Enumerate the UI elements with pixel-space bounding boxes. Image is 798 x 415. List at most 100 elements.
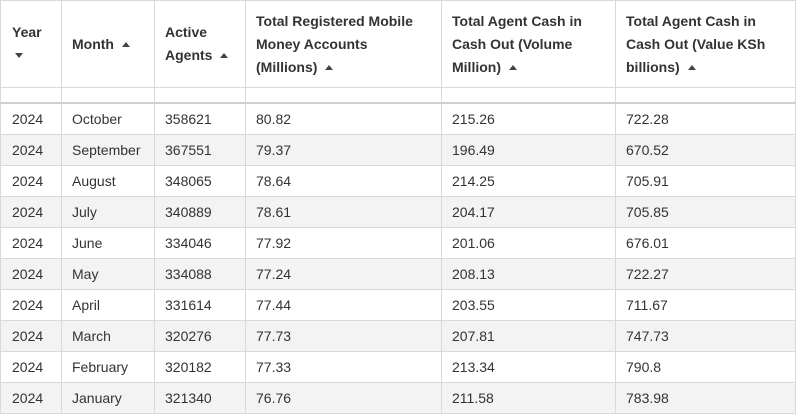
cell-registered-accounts: 77.44 bbox=[245, 289, 442, 321]
cell-cash-value: 670.52 bbox=[615, 134, 796, 166]
table-row: 2024 March 320276 77.73 207.81 747.73 bbox=[0, 320, 796, 352]
cell-year: 2024 bbox=[0, 227, 62, 259]
column-header-label: Total Agent Cash in bbox=[626, 12, 756, 29]
table-row: 2024 October 358621 80.82 215.26 722.28 bbox=[0, 102, 796, 135]
cell-cash-volume: 204.17 bbox=[441, 196, 616, 228]
cell-month: October bbox=[61, 102, 155, 135]
table-row: 2024 July 340889 78.61 204.17 705.85 bbox=[0, 196, 796, 228]
cell-registered-accounts: 77.73 bbox=[245, 320, 442, 352]
cell-month: February bbox=[61, 351, 155, 383]
filter-cell[interactable] bbox=[615, 87, 796, 104]
cell-year: 2024 bbox=[0, 165, 62, 197]
column-header-cash-volume[interactable]: Total Agent Cash in Cash Out (Volume Mil… bbox=[441, 0, 616, 88]
filter-cell[interactable] bbox=[441, 87, 616, 104]
cell-cash-value: 783.98 bbox=[615, 382, 796, 414]
cell-year: 2024 bbox=[0, 289, 62, 321]
filter-cell[interactable] bbox=[245, 87, 442, 104]
cell-month: May bbox=[61, 258, 155, 290]
cell-active-agents: 348065 bbox=[154, 165, 246, 197]
column-header-label: Million) bbox=[452, 58, 501, 75]
table-row: 2024 June 334046 77.92 201.06 676.01 bbox=[0, 227, 796, 259]
table-row: 2024 February 320182 77.33 213.34 790.8 bbox=[0, 351, 796, 383]
sort-ascending-icon bbox=[121, 41, 130, 47]
cell-cash-volume: 213.34 bbox=[441, 351, 616, 383]
cell-cash-value: 705.91 bbox=[615, 165, 796, 197]
cell-month: January bbox=[61, 382, 155, 414]
cell-active-agents: 358621 bbox=[154, 102, 246, 135]
cell-cash-volume: 215.26 bbox=[441, 102, 616, 135]
column-header-year[interactable]: Year bbox=[0, 0, 62, 88]
column-header-active-agents[interactable]: Active Agents bbox=[154, 0, 246, 88]
cell-year: 2024 bbox=[0, 102, 62, 135]
cell-registered-accounts: 77.92 bbox=[245, 227, 442, 259]
cell-cash-value: 747.73 bbox=[615, 320, 796, 352]
cell-registered-accounts: 79.37 bbox=[245, 134, 442, 166]
cell-cash-volume: 201.06 bbox=[441, 227, 616, 259]
column-header-label: (Millions) bbox=[256, 58, 318, 75]
cell-month: April bbox=[61, 289, 155, 321]
cell-cash-value: 705.85 bbox=[615, 196, 796, 228]
cell-year: 2024 bbox=[0, 351, 62, 383]
sort-ascending-icon bbox=[687, 64, 696, 70]
column-header-label: Total Agent Cash in bbox=[452, 12, 582, 29]
cell-cash-volume: 214.25 bbox=[441, 165, 616, 197]
sort-ascending-icon bbox=[220, 53, 229, 58]
table-row: 2024 September 367551 79.37 196.49 670.5… bbox=[0, 134, 796, 166]
cell-cash-volume: 196.49 bbox=[441, 134, 616, 166]
filter-cell[interactable] bbox=[61, 87, 155, 104]
column-header-label: Month bbox=[72, 35, 114, 52]
column-header-label: Cash Out (Value KSh bbox=[626, 35, 766, 52]
cell-cash-volume: 207.81 bbox=[441, 320, 616, 352]
sort-ascending-icon bbox=[325, 64, 334, 70]
cell-active-agents: 320276 bbox=[154, 320, 246, 352]
column-header-label: billions) bbox=[626, 58, 680, 75]
table-row: 2024 August 348065 78.64 214.25 705.91 bbox=[0, 165, 796, 197]
filter-row bbox=[0, 87, 796, 104]
filter-cell[interactable] bbox=[154, 87, 246, 104]
cell-cash-volume: 208.13 bbox=[441, 258, 616, 290]
cell-cash-value: 676.01 bbox=[615, 227, 796, 259]
cell-cash-volume: 203.55 bbox=[441, 289, 616, 321]
cell-month: July bbox=[61, 196, 155, 228]
sort-descending-icon bbox=[15, 53, 23, 58]
cell-active-agents: 334046 bbox=[154, 227, 246, 259]
cell-year: 2024 bbox=[0, 382, 62, 414]
cell-year: 2024 bbox=[0, 320, 62, 352]
cell-year: 2024 bbox=[0, 258, 62, 290]
header-row: Year Month Active Agents Total Registere… bbox=[0, 0, 796, 88]
table-row: 2024 May 334088 77.24 208.13 722.27 bbox=[0, 258, 796, 290]
column-header-registered-accounts[interactable]: Total Registered Mobile Money Accounts (… bbox=[245, 0, 442, 88]
column-header-label: Cash Out (Volume bbox=[452, 35, 573, 52]
column-header-cash-value[interactable]: Total Agent Cash in Cash Out (Value KSh … bbox=[615, 0, 796, 88]
cell-active-agents: 320182 bbox=[154, 351, 246, 383]
cell-active-agents: 340889 bbox=[154, 196, 246, 228]
cell-year: 2024 bbox=[0, 196, 62, 228]
table-row: 2024 January 321340 76.76 211.58 783.98 bbox=[0, 382, 796, 414]
column-header-label: Year bbox=[12, 24, 42, 40]
cell-active-agents: 321340 bbox=[154, 382, 246, 414]
cell-month: September bbox=[61, 134, 155, 166]
column-header-label: Total Registered Mobile bbox=[256, 12, 413, 29]
cell-registered-accounts: 78.64 bbox=[245, 165, 442, 197]
cell-month: June bbox=[61, 227, 155, 259]
cell-registered-accounts: 80.82 bbox=[245, 102, 442, 135]
cell-cash-value: 711.67 bbox=[615, 289, 796, 321]
cell-cash-volume: 211.58 bbox=[441, 382, 616, 414]
table-row: 2024 April 331614 77.44 203.55 711.67 bbox=[0, 289, 796, 321]
cell-registered-accounts: 77.24 bbox=[245, 258, 442, 290]
cell-cash-value: 722.27 bbox=[615, 258, 796, 290]
column-header-month[interactable]: Month bbox=[61, 0, 155, 88]
cell-cash-value: 722.28 bbox=[615, 102, 796, 135]
cell-month: August bbox=[61, 165, 155, 197]
cell-cash-value: 790.8 bbox=[615, 351, 796, 383]
cell-active-agents: 367551 bbox=[154, 134, 246, 166]
column-header-label: Money Accounts bbox=[256, 35, 368, 52]
column-header-label: Active bbox=[165, 24, 208, 40]
cell-year: 2024 bbox=[0, 134, 62, 166]
filter-cell[interactable] bbox=[0, 87, 62, 104]
sort-ascending-icon bbox=[509, 64, 517, 70]
cell-active-agents: 334088 bbox=[154, 258, 246, 290]
cell-registered-accounts: 76.76 bbox=[245, 382, 442, 414]
cell-active-agents: 331614 bbox=[154, 289, 246, 321]
